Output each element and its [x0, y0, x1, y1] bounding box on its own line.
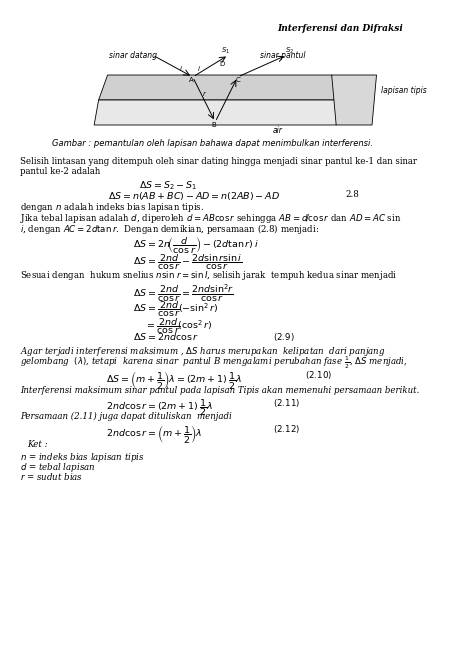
Text: Persamaan (2.11) juga dapat dituliskan  menjadi: Persamaan (2.11) juga dapat dituliskan m… — [20, 412, 231, 421]
Text: $(2.11)$: $(2.11)$ — [273, 397, 301, 409]
Text: Gambar : pemantulan oleh lapisan bahawa dapat menimbulkan interferensi.: Gambar : pemantulan oleh lapisan bahawa … — [52, 139, 373, 147]
Text: $S_1$: $S_1$ — [221, 46, 230, 56]
Text: $2nd\cos r = \left(m + \dfrac{1}{2}\right)\lambda$: $2nd\cos r = \left(m + \dfrac{1}{2}\righ… — [106, 423, 202, 445]
Text: Ket :: Ket : — [27, 440, 47, 449]
Text: $(2.12)$: $(2.12)$ — [273, 423, 301, 435]
Text: C: C — [236, 77, 241, 83]
Text: gelombang  $(\lambda)$, tetapi  karena sinar  pantul B mengalami perubahan fase : gelombang $(\lambda)$, tetapi karena sin… — [20, 355, 408, 371]
Text: Selisih lintasan yang ditempuh oleh sinar dating hingga menjadi sinar pantul ke-: Selisih lintasan yang ditempuh oleh sina… — [20, 157, 417, 166]
Text: $S_2$: $S_2$ — [285, 46, 294, 56]
Text: lapisan tipis: lapisan tipis — [381, 86, 427, 94]
Text: D: D — [219, 61, 225, 67]
Text: $\Delta S = \dfrac{2nd}{\cos r} = \dfrac{2nd\sin^2\!r}{\cos r}$: $\Delta S = \dfrac{2nd}{\cos r} = \dfrac… — [133, 282, 234, 304]
Text: $\Delta S = 2n\!\left(\dfrac{d}{\cos r}\right) - (2d\tan r)\, i$: $\Delta S = 2n\!\left(\dfrac{d}{\cos r}\… — [133, 235, 258, 255]
Text: $d$ = tebal lapisan: $d$ = tebal lapisan — [20, 461, 95, 474]
Text: $i$, dengan $AC = 2d\tan r$.  Dengan demikian, persamaan (2.8) menjadi:: $i$, dengan $AC = 2d\tan r$. Dengan demi… — [20, 222, 319, 236]
Text: Jika tebal lapisan adalah $d$, diperoleh $d = AB\cos r$ sehingga $AB = d\!/\cos : Jika tebal lapisan adalah $d$, diperoleh… — [20, 212, 401, 225]
Text: Interferensi dan Difraksi: Interferensi dan Difraksi — [278, 23, 403, 33]
Text: $r$ = sudut bias: $r$ = sudut bias — [20, 471, 83, 482]
Text: B: B — [211, 122, 216, 128]
Text: $n$ = indeks bias lapisan tipis: $n$ = indeks bias lapisan tipis — [20, 451, 145, 464]
Text: $r$: $r$ — [202, 88, 207, 98]
Polygon shape — [99, 75, 341, 100]
Text: $\Delta S = S_2 - S_1$: $\Delta S = S_2 - S_1$ — [139, 179, 197, 192]
Text: A: A — [189, 77, 193, 83]
Text: $\Delta S = \dfrac{2nd}{\cos r}\!\left(-\sin^2 r\right)$: $\Delta S = \dfrac{2nd}{\cos r}\!\left(-… — [133, 299, 218, 319]
Text: Sesuai dengan  hukum snelius $n\sin\, r = \sin I$, selisih jarak  tempuh kedua s: Sesuai dengan hukum snelius $n\sin\, r =… — [20, 269, 397, 282]
Text: $= \dfrac{2nd}{\cos r}\!\left(\cos^2 r\right)$: $= \dfrac{2nd}{\cos r}\!\left(\cos^2 r\r… — [145, 316, 212, 336]
Text: $(2.10)$: $(2.10)$ — [305, 369, 332, 381]
Text: $\Delta S = \dfrac{2nd}{\cos r} - \dfrac{2d\sin r\sin i}{\cos r}$: $\Delta S = \dfrac{2nd}{\cos r} - \dfrac… — [133, 252, 242, 272]
Text: $i$: $i$ — [179, 64, 183, 72]
Text: dengan $n$ adalah indeks bias lapisan tipis.: dengan $n$ adalah indeks bias lapisan ti… — [20, 201, 204, 214]
Text: sinar pantul: sinar pantul — [260, 50, 305, 60]
Text: $(2.9)$: $(2.9)$ — [273, 331, 295, 343]
Text: $\Delta S = n(AB + BC) - AD = n(2AB) - AD$: $\Delta S = n(AB + BC) - AD = n(2AB) - A… — [108, 190, 280, 202]
Polygon shape — [332, 75, 376, 125]
Text: 2.8: 2.8 — [345, 190, 359, 199]
Text: $2nd\cos r = (2m+1)\,\dfrac{1}{2}\lambda$: $2nd\cos r = (2m+1)\,\dfrac{1}{2}\lambda… — [106, 397, 213, 418]
Text: sinar datang: sinar datang — [109, 50, 157, 60]
Text: $\Delta S = 2nd\cos r$: $\Delta S = 2nd\cos r$ — [133, 331, 199, 342]
Text: Agar terjadi interferensi maksimum , $\Delta S$ harus merupakan  kelipatan  dari: Agar terjadi interferensi maksimum , $\D… — [20, 345, 385, 358]
Text: $i$: $i$ — [197, 64, 201, 72]
Text: Interferensi maksimum sinar pantul pada lapisan Tipis akan memenuhi persamaan be: Interferensi maksimum sinar pantul pada … — [20, 386, 419, 395]
Text: $\Delta S = \left(m + \dfrac{1}{2}\right)\lambda = (2m+1)\,\dfrac{1}{2}\lambda$: $\Delta S = \left(m + \dfrac{1}{2}\right… — [106, 369, 242, 391]
Text: pantul ke-2 adalah: pantul ke-2 adalah — [20, 167, 100, 176]
Text: air: air — [273, 125, 283, 135]
Polygon shape — [94, 100, 341, 125]
